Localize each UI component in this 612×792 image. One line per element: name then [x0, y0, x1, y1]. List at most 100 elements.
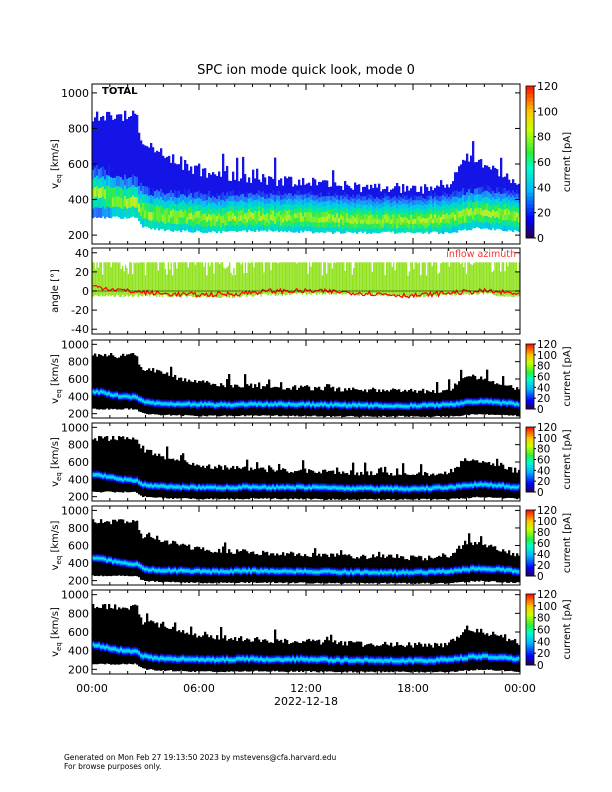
spectrum-cell [304, 198, 307, 204]
spectrum-cell [104, 389, 107, 392]
spectrum-cell [170, 210, 173, 218]
spectrum-cell [150, 177, 153, 187]
spectrum-cell [212, 400, 215, 402]
spectrum-cell [452, 404, 455, 406]
spectrum-cell [440, 195, 443, 202]
spectrum-cell [324, 211, 327, 218]
spectrum-cell [204, 206, 207, 214]
spectrum-cell [110, 166, 113, 178]
spectrum-cell [148, 399, 151, 401]
spectrum-cell [126, 354, 129, 409]
spectrum-cell [412, 406, 415, 409]
spectrum-cell [232, 483, 235, 486]
spectrum-cell [272, 486, 275, 489]
spectrum-cell [254, 215, 257, 222]
spectrum-cell [436, 208, 439, 214]
spectrum-cell [482, 403, 485, 406]
spectrum-cell [280, 199, 283, 205]
spectrum-cell [310, 226, 313, 232]
spectrum-cell [196, 223, 199, 231]
spectrum-cell [102, 156, 105, 167]
colorbar-cell [526, 404, 534, 407]
spectrum-cell [308, 201, 311, 207]
spectrum-cell [204, 193, 207, 201]
spectrum-cell [494, 180, 497, 187]
spectrum-cell [256, 485, 259, 488]
spectrum-cell [384, 227, 387, 232]
spectrum-cell [134, 124, 137, 135]
spectrum-cell [408, 407, 411, 409]
spectrum-cell [290, 406, 293, 409]
spectrum-cell [448, 404, 451, 406]
spectrum-cell [150, 449, 153, 498]
spectrum-cell [322, 206, 325, 212]
spectrum-cell [242, 215, 245, 224]
spectrum-cell [404, 195, 407, 201]
spectrum-cell [220, 193, 223, 200]
spectrum-cell [496, 169, 499, 176]
spectrum-cell [134, 207, 137, 218]
spectrum-cell [488, 401, 491, 403]
spectrum-cell [156, 486, 159, 489]
spectrum-cell [330, 403, 333, 406]
spectrum-cell [468, 398, 471, 401]
spectrum-cell [246, 401, 249, 404]
spectrum-cell [124, 439, 127, 492]
spectrum-cell [130, 475, 133, 478]
spectrum-cell [390, 215, 393, 220]
spectrum-cell [152, 163, 155, 172]
spectrum-cell [452, 406, 455, 409]
spectrum-cell [176, 401, 179, 403]
spectrum-cell [226, 165, 229, 173]
spectrum-cell [422, 209, 425, 214]
spectrum-cell [140, 399, 143, 401]
spectrum-cell [394, 401, 397, 404]
spectrum-cell [212, 195, 215, 202]
spectrum-cell [340, 214, 343, 220]
spectrum-cell [262, 404, 265, 407]
spectrum-cell [264, 198, 267, 205]
spectrum-cell [366, 189, 369, 195]
spectrum-cell [272, 178, 275, 185]
spectrum-cell [226, 205, 229, 213]
spectrum-cell [106, 396, 109, 398]
spectrum-cell [174, 163, 177, 171]
spectrum-cell [456, 190, 459, 197]
spectrum-cell [306, 399, 309, 402]
spectrum-cell [254, 199, 257, 206]
spectrum-cell [204, 213, 207, 220]
spectrum-cell [282, 199, 285, 205]
spectrum-cell [152, 487, 155, 489]
spectrum-cell [230, 404, 233, 407]
spectrum-cell [452, 196, 455, 202]
spectrum-cell [168, 485, 171, 487]
spectrum-cell [510, 403, 513, 406]
spectrum-cell [492, 165, 495, 173]
spectrum-cell [186, 462, 189, 499]
spectrum-cell [288, 405, 291, 408]
spectrum-cell [440, 403, 443, 406]
spectrum-cell [332, 227, 335, 235]
spectrum-cell [340, 223, 343, 229]
spectrum-cell [262, 405, 265, 408]
spectrum-cell [160, 402, 163, 404]
spectrum-cell [180, 488, 183, 491]
spectrum-cell [282, 222, 285, 228]
spectrum-cell [118, 393, 121, 396]
spectrum-cell [118, 481, 121, 483]
spectrum-cell [260, 406, 263, 408]
spectrum-cell [132, 477, 135, 480]
spectrum-cell [458, 191, 461, 199]
spectrum-cell [358, 404, 361, 406]
spectrum-cell [418, 405, 421, 408]
spectrum-cell [266, 404, 269, 406]
spectrum-cell [476, 398, 479, 400]
spectrum-cell [188, 207, 191, 214]
spectrum-cell [142, 396, 145, 399]
spectrum-cell [350, 219, 353, 224]
spectrum-cell [464, 400, 467, 403]
spectrum-cell [438, 401, 441, 404]
spectrum-cell [472, 374, 475, 415]
colorbar-cell [526, 399, 534, 402]
spectrum-cell [98, 188, 101, 199]
